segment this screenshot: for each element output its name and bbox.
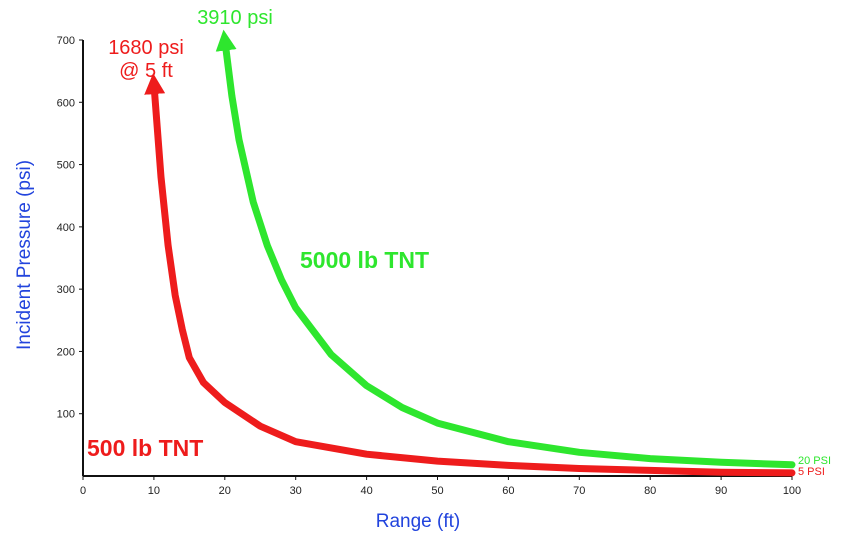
axes: [83, 40, 792, 476]
x-tick-label: 90: [715, 485, 727, 497]
y-axis-title: Incident Pressure (psi): [14, 160, 35, 350]
x-tick-label: 70: [573, 485, 585, 497]
y-ticks: 100 200 300 400 500 600 700: [57, 35, 83, 421]
annotation-5000-line1: 3910 psi: [197, 7, 273, 29]
series-label-500: 500 lb TNT: [87, 435, 203, 461]
y-tick-label: 500: [57, 160, 75, 172]
x-axis-title: Range (ft): [376, 511, 460, 532]
x-tick-label: 60: [502, 485, 514, 497]
end-label-500: 5 PSI: [798, 466, 825, 478]
y-tick-label: 400: [57, 222, 75, 234]
annotation-500-line1: 1680 psi: [108, 37, 184, 59]
x-tick-label: 30: [290, 485, 302, 497]
y-tick-label: 600: [57, 97, 75, 109]
x-tick-label: 100: [783, 485, 801, 497]
annotation-500-line2: @ 5 ft: [119, 60, 173, 82]
series-layer: [154, 40, 792, 473]
x-tick-label: 50: [431, 485, 443, 497]
series-label-5000: 5000 lb TNT: [300, 247, 429, 273]
series-line-500lb-tnt: [154, 84, 792, 473]
x-tick-label: 10: [148, 485, 160, 497]
x-tick-label: 40: [360, 485, 372, 497]
y-tick-label: 700: [57, 35, 75, 47]
x-tick-label: 80: [644, 485, 656, 497]
x-tick-label: 0: [80, 485, 86, 497]
x-tick-label: 20: [219, 485, 231, 497]
y-tick-label: 300: [57, 284, 75, 296]
y-tick-label: 200: [57, 346, 75, 358]
x-ticks: 0 10 20 30 40 50 60 70 80 90 100: [80, 476, 801, 497]
y-tick-label: 100: [57, 409, 75, 421]
